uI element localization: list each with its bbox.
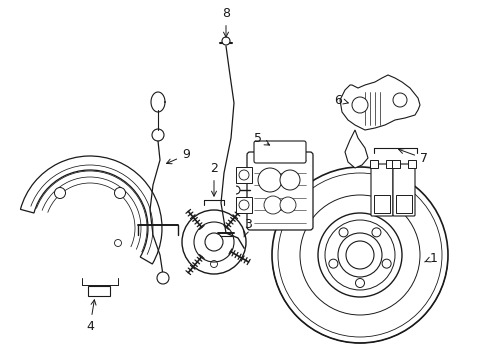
Bar: [407, 160, 415, 168]
Circle shape: [258, 168, 282, 192]
Text: 9: 9: [166, 148, 189, 164]
Text: 5: 5: [253, 132, 269, 145]
Circle shape: [54, 188, 65, 198]
Text: 8: 8: [222, 7, 229, 37]
Circle shape: [182, 210, 245, 274]
Bar: [88, 286, 110, 296]
Text: 1: 1: [424, 252, 437, 265]
Circle shape: [239, 170, 248, 180]
Wedge shape: [20, 156, 162, 264]
Circle shape: [392, 93, 406, 107]
Text: 6: 6: [333, 94, 347, 107]
Text: 4: 4: [86, 300, 96, 333]
Circle shape: [222, 37, 229, 45]
Circle shape: [346, 241, 373, 269]
Circle shape: [351, 97, 367, 113]
Bar: [236, 167, 251, 183]
Text: 3: 3: [243, 219, 251, 237]
FancyBboxPatch shape: [370, 164, 392, 216]
FancyBboxPatch shape: [392, 164, 414, 216]
Circle shape: [114, 188, 125, 198]
FancyBboxPatch shape: [253, 141, 305, 163]
FancyBboxPatch shape: [246, 152, 312, 230]
Bar: [385, 160, 393, 168]
Bar: [236, 197, 251, 213]
Circle shape: [280, 170, 299, 190]
Polygon shape: [339, 75, 419, 130]
Bar: [373, 195, 389, 213]
Bar: [391, 160, 399, 168]
Bar: [395, 195, 411, 213]
Text: 2: 2: [210, 162, 218, 196]
Circle shape: [157, 272, 169, 284]
Text: 7: 7: [398, 149, 427, 165]
Bar: [369, 160, 377, 168]
Circle shape: [280, 197, 295, 213]
Circle shape: [271, 167, 447, 343]
Circle shape: [264, 196, 282, 214]
Polygon shape: [345, 130, 367, 168]
Circle shape: [239, 200, 248, 210]
